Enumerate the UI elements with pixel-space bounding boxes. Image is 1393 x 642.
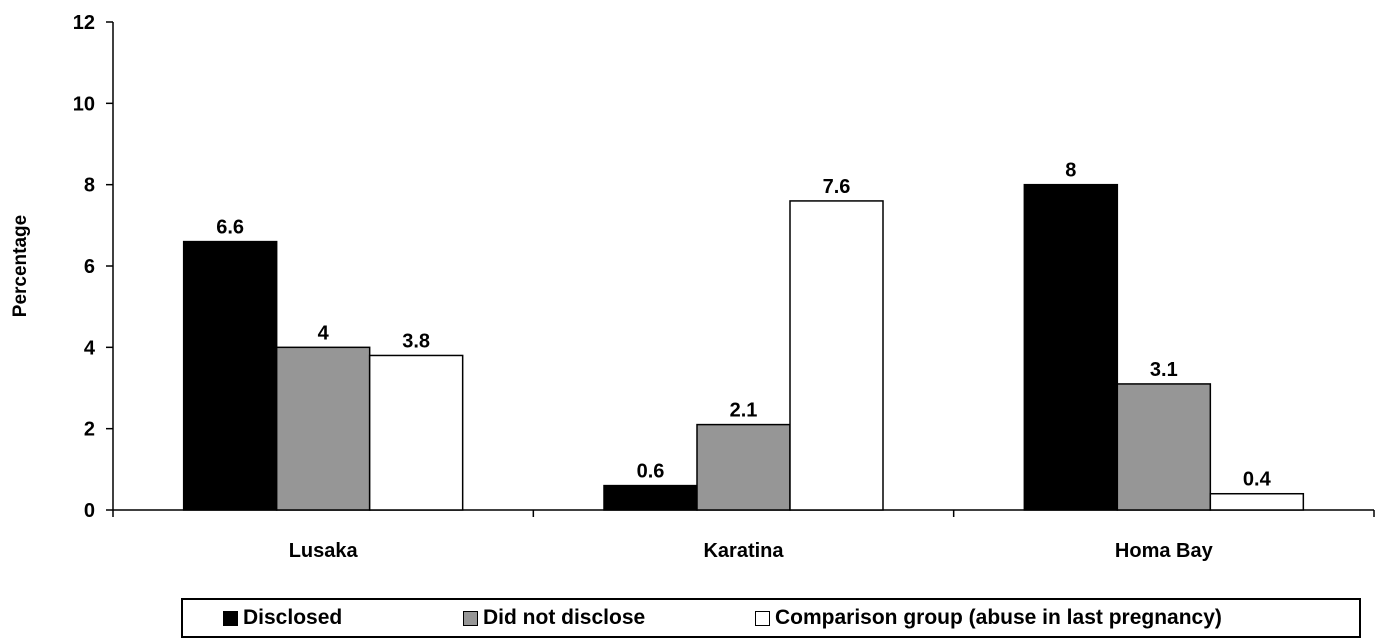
legend-item-disclosed: Disclosed — [223, 600, 342, 636]
legend-label: Comparison group (abuse in last pregnanc… — [775, 606, 1222, 629]
legend-swatch-did-not-disclose — [463, 610, 478, 626]
y-tick-label: 0 — [84, 500, 95, 522]
legend-item-comparison-group: Comparison group (abuse in last pregnanc… — [755, 600, 1222, 636]
data-label: 4 — [318, 322, 330, 344]
bar-did-not-disclose-karatina — [696, 423, 791, 511]
data-label: 3.8 — [402, 330, 430, 352]
y-tick-label: 12 — [73, 12, 95, 34]
legend-item-did-not-disclose: Did not disclose — [463, 600, 645, 636]
bar-comparison-group-abuse-in-last-pregnancy-lusaka — [368, 354, 464, 511]
y-tick-label: 6 — [84, 256, 95, 278]
data-label: 0.6 — [637, 461, 665, 483]
data-label: 3.1 — [1150, 359, 1178, 381]
data-label: 2.1 — [730, 400, 758, 422]
bar-disclosed-lusaka — [182, 240, 278, 511]
y-tick-label: 10 — [73, 93, 95, 115]
bars — [182, 183, 1305, 511]
bar-comparison-group-abuse-in-last-pregnancy-homa-bay — [1209, 492, 1305, 511]
bar-comparison-group-abuse-in-last-pregnancy-karatina — [789, 200, 884, 511]
data-label: 8 — [1065, 160, 1076, 182]
bar-did-not-disclose-lusaka — [275, 346, 371, 511]
legend: Disclosed Did not disclose Comparison gr… — [181, 598, 1361, 638]
bar-did-not-disclose-homa-bay — [1116, 383, 1212, 511]
data-label: 0.4 — [1243, 469, 1272, 491]
legend-label: Disclosed — [243, 606, 343, 629]
bar-chart: 0 2 4 6 8 10 12 Lusaka Karatina Homa Bay 6.6 4 3.8 0… — [10, 12, 1375, 562]
y-tick-label: 2 — [84, 419, 95, 441]
bar-disclosed-homa-bay — [1023, 183, 1119, 511]
data-label: 7.6 — [823, 176, 851, 198]
data-label: 6.6 — [216, 217, 244, 239]
x-category-label: Karatina — [703, 540, 784, 562]
y-axis-label: Percentage — [10, 215, 31, 317]
y-tick-label: 8 — [84, 175, 95, 197]
legend-swatch-disclosed — [223, 610, 238, 626]
legend-label: Did not disclose — [483, 606, 646, 629]
legend-swatch-comparison-group — [755, 610, 770, 626]
x-category-label: Lusaka — [289, 540, 359, 562]
y-tick-label: 4 — [84, 337, 96, 359]
data-labels: 6.6 4 3.8 0.6 2.1 7.6 8 3.1 0.4 — [216, 160, 1271, 491]
x-category-label: Homa Bay — [1115, 540, 1214, 562]
bar-disclosed-karatina — [603, 484, 698, 511]
